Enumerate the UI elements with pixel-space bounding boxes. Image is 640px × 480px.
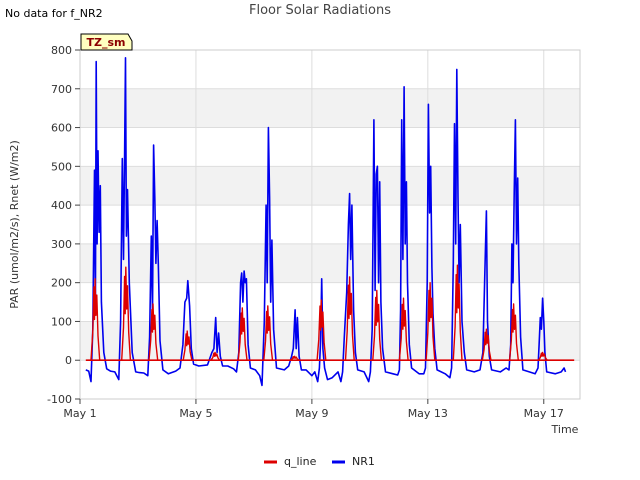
q-line-peak [263, 305, 274, 361]
y-tick-label: 200 [51, 277, 72, 290]
tz-tag-box [80, 33, 133, 51]
x-tick-label: May 1 [63, 407, 96, 420]
q-line-peak [538, 351, 548, 361]
q-line-peak [237, 307, 248, 361]
band [80, 243, 580, 283]
q-line-peak [508, 303, 519, 361]
q-line-peak [452, 264, 463, 361]
legend-label: q_line [284, 455, 317, 468]
legend: q_line NR1 [264, 455, 375, 468]
y-tick-label: 0 [65, 354, 72, 367]
q-line-peak [148, 303, 159, 361]
q-line-peak [316, 299, 327, 361]
y-axis-ticks: -100 0 100 200 300 400 500 600 700 800 [47, 44, 80, 406]
q-line-peak [425, 282, 436, 361]
band [80, 166, 580, 206]
y-tick-label: 300 [51, 238, 72, 251]
q-line-peak [344, 276, 355, 361]
x-tick-label: May 17 [524, 407, 564, 420]
y-tick-label: 500 [51, 160, 72, 173]
y-tick-label: 100 [51, 315, 72, 328]
x-tick-label: May 5 [179, 407, 212, 420]
no-data-note: No data for f_NR2 [5, 7, 103, 20]
chart-title: Floor Solar Radiations [249, 3, 391, 18]
q-line-peak [210, 351, 221, 361]
q-line-peak [289, 355, 300, 361]
tz-tag-label: TZ_sm [87, 36, 126, 49]
y-axis-label: PAR (umol/m2/s), Rnet (W/m2) [8, 140, 21, 309]
plot-frame [79, 49, 581, 400]
series-line-NR1 [85, 56, 567, 387]
series-layer [85, 56, 575, 387]
background-bands [80, 50, 580, 399]
q-line-peak [90, 278, 101, 361]
y-tick-label: -100 [47, 393, 72, 406]
x-axis-label: Time [551, 423, 579, 436]
q-line-peak [481, 328, 492, 361]
x-axis-ticks: May 1 May 5 May 9 May 13 May 17 [63, 399, 564, 420]
band [80, 88, 580, 128]
q-line-peak [182, 330, 193, 361]
legend-label: NR1 [352, 455, 375, 468]
band [80, 321, 580, 361]
x-tick-label: May 9 [295, 407, 328, 420]
y-tick-label: 600 [51, 122, 72, 135]
y-tick-label: 800 [51, 44, 72, 57]
y-tick-label: 400 [51, 199, 72, 212]
y-tick-label: 700 [51, 83, 72, 96]
q-line-peak [121, 266, 132, 361]
q-line-peak [372, 289, 383, 361]
q-line-peak [398, 297, 409, 361]
x-tick-label: May 13 [408, 407, 448, 420]
tz-tag: TZ_sm [80, 33, 133, 51]
